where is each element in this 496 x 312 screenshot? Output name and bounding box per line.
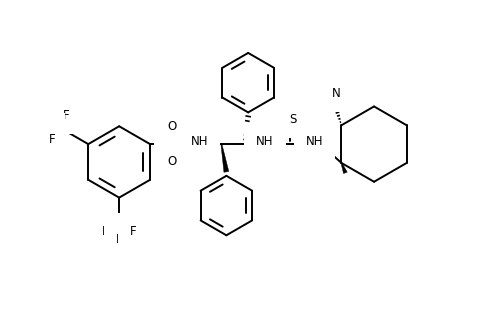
Text: O: O xyxy=(167,120,177,133)
Text: F: F xyxy=(62,109,69,122)
Text: F: F xyxy=(102,225,109,238)
Text: N: N xyxy=(332,87,341,100)
Polygon shape xyxy=(341,163,347,173)
Text: NH: NH xyxy=(256,135,274,148)
Text: S: S xyxy=(289,113,297,126)
Text: O: O xyxy=(167,155,177,168)
Text: S: S xyxy=(168,138,176,151)
Text: F: F xyxy=(47,125,54,138)
Polygon shape xyxy=(221,144,229,172)
Text: NH: NH xyxy=(191,135,208,148)
Text: NH: NH xyxy=(306,135,323,148)
Text: F: F xyxy=(129,225,136,238)
Text: F: F xyxy=(49,133,56,146)
Text: F: F xyxy=(116,233,123,246)
